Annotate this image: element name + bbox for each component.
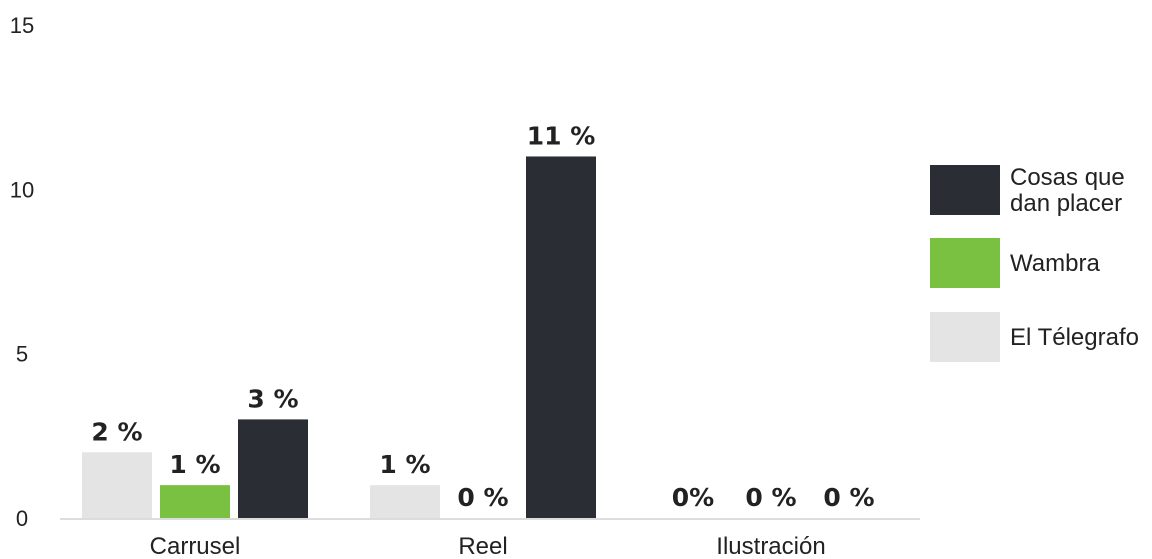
data-label: 3 % xyxy=(247,384,298,413)
legend-label: Cosas que dan placer xyxy=(1010,164,1125,217)
legend-swatch xyxy=(930,312,1000,362)
y-tick-label: 10 xyxy=(10,177,34,202)
category-labels: Carrusel Reel Ilustración xyxy=(150,533,826,559)
legend-swatch xyxy=(930,165,1000,215)
data-label: 11 % xyxy=(527,121,596,150)
data-label: 1 % xyxy=(169,450,220,479)
legend-swatch xyxy=(930,238,1000,288)
legend-label: El Télegrafo xyxy=(1010,324,1139,351)
legend-label: Wambra xyxy=(1010,250,1100,277)
category-label: Reel xyxy=(458,533,507,559)
category-label: Carrusel xyxy=(150,533,241,559)
data-label: 0 % xyxy=(745,483,796,512)
data-label: 1 % xyxy=(379,450,430,479)
data-label: 0 % xyxy=(823,483,874,512)
data-label: 0 % xyxy=(457,483,508,512)
bar xyxy=(82,452,152,518)
data-label: 2 % xyxy=(91,417,142,446)
legend: Cosas que dan placer Wambra El Télegrafo xyxy=(930,164,1139,362)
bar xyxy=(370,485,440,518)
data-label: 0% xyxy=(672,483,714,512)
y-tick-label: 5 xyxy=(16,342,28,367)
bar xyxy=(526,156,596,518)
category-label: Ilustración xyxy=(716,533,825,559)
y-tick-label: 15 xyxy=(10,13,34,38)
y-axis-ticks: 0 5 10 15 xyxy=(10,13,34,531)
bars xyxy=(82,156,596,518)
bar xyxy=(238,419,308,518)
data-labels: 2 % 1 % 3 % 1 % 0 % 11 % 0% 0 % 0 % xyxy=(91,121,874,512)
y-tick-label: 0 xyxy=(16,506,28,531)
bar xyxy=(160,485,230,518)
